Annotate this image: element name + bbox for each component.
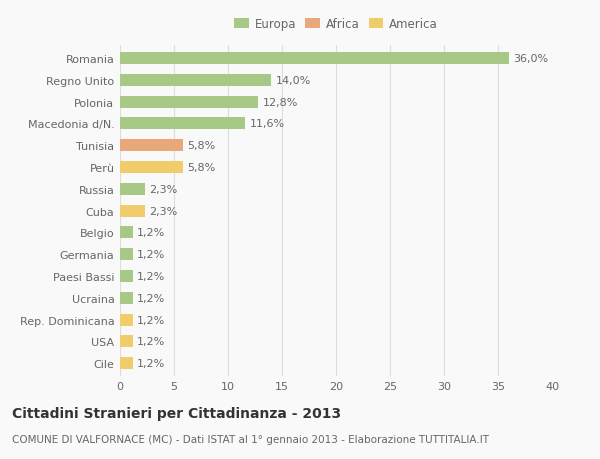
Legend: Europa, Africa, America: Europa, Africa, America <box>232 16 440 34</box>
Text: 1,2%: 1,2% <box>137 315 166 325</box>
Bar <box>120 270 133 282</box>
Text: 14,0%: 14,0% <box>275 76 311 86</box>
Text: COMUNE DI VALFORNACE (MC) - Dati ISTAT al 1° gennaio 2013 - Elaborazione TUTTITA: COMUNE DI VALFORNACE (MC) - Dati ISTAT a… <box>12 434 489 444</box>
Text: 1,2%: 1,2% <box>137 293 166 303</box>
Text: 12,8%: 12,8% <box>263 97 298 107</box>
Text: 36,0%: 36,0% <box>513 54 548 64</box>
Bar <box>120 314 133 326</box>
Text: 11,6%: 11,6% <box>250 119 285 129</box>
Text: 5,8%: 5,8% <box>187 141 215 151</box>
Bar <box>120 358 133 369</box>
Bar <box>120 184 145 196</box>
Text: 1,2%: 1,2% <box>137 250 166 260</box>
Text: 1,2%: 1,2% <box>137 358 166 368</box>
Text: Cittadini Stranieri per Cittadinanza - 2013: Cittadini Stranieri per Cittadinanza - 2… <box>12 406 341 420</box>
Text: 2,3%: 2,3% <box>149 185 178 195</box>
Bar <box>120 292 133 304</box>
Bar <box>120 227 133 239</box>
Bar <box>120 205 145 217</box>
Bar <box>120 162 182 174</box>
Bar <box>120 249 133 261</box>
Bar <box>120 336 133 347</box>
Bar <box>120 53 509 65</box>
Text: 1,2%: 1,2% <box>137 228 166 238</box>
Bar <box>120 75 271 87</box>
Text: 1,2%: 1,2% <box>137 271 166 281</box>
Bar <box>120 118 245 130</box>
Text: 2,3%: 2,3% <box>149 206 178 216</box>
Text: 1,2%: 1,2% <box>137 336 166 347</box>
Text: 5,8%: 5,8% <box>187 162 215 173</box>
Bar <box>120 96 258 108</box>
Bar <box>120 140 182 152</box>
